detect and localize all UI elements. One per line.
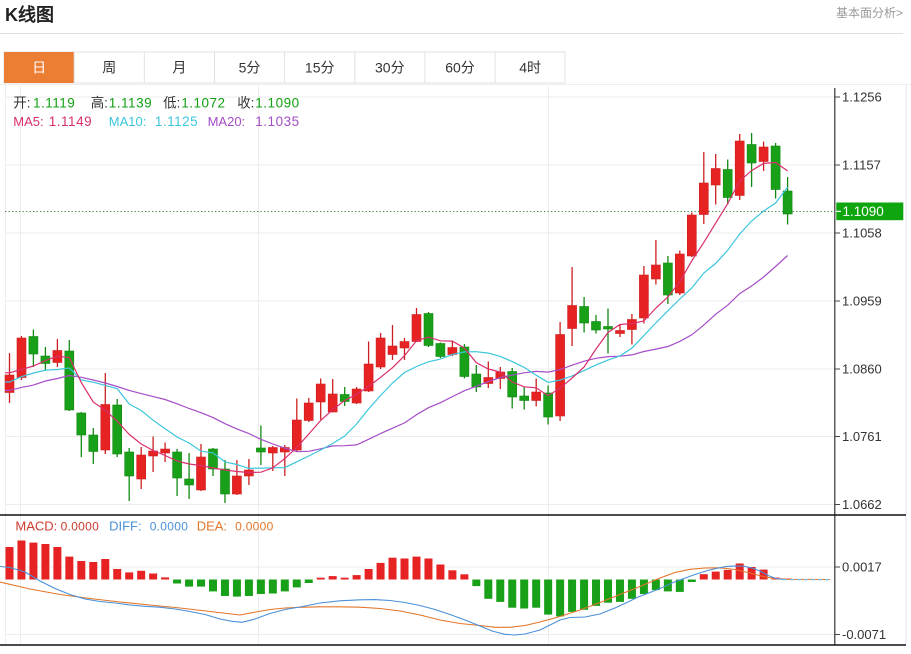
svg-text:1.1035: 1.1035 — [255, 114, 299, 129]
svg-text:MA10:: MA10: — [109, 114, 147, 129]
svg-text:1.0959: 1.0959 — [842, 294, 882, 309]
svg-text:1.0860: 1.0860 — [842, 362, 882, 377]
svg-text:1.1072: 1.1072 — [181, 96, 225, 111]
svg-text:1.1139: 1.1139 — [109, 96, 152, 111]
svg-text:30分: 30分 — [375, 60, 405, 76]
svg-text:0.0000: 0.0000 — [235, 520, 274, 534]
svg-text:1.1256: 1.1256 — [842, 90, 882, 105]
svg-text:0.0017: 0.0017 — [842, 560, 882, 575]
svg-text:15分: 15分 — [305, 60, 335, 76]
svg-text:MA20:: MA20: — [208, 114, 246, 129]
svg-text:1.0761: 1.0761 — [842, 429, 882, 444]
svg-text:1.1149: 1.1149 — [49, 114, 92, 129]
svg-text:K线图: K线图 — [5, 4, 54, 25]
svg-text:DIFF:: DIFF: — [109, 519, 142, 534]
svg-text:1.0662: 1.0662 — [842, 497, 882, 512]
svg-text:1.1125: 1.1125 — [155, 114, 198, 129]
svg-text:-0.0071: -0.0071 — [842, 627, 886, 642]
svg-text:月: 月 — [172, 60, 186, 76]
svg-text:1.1090: 1.1090 — [843, 204, 884, 219]
svg-text:5分: 5分 — [239, 60, 261, 76]
svg-text:低:: 低: — [163, 96, 180, 111]
svg-text:1.1058: 1.1058 — [842, 226, 882, 241]
svg-text:60分: 60分 — [445, 60, 475, 76]
svg-text:DEA:: DEA: — [197, 519, 227, 534]
svg-text:0.0000: 0.0000 — [150, 520, 189, 534]
svg-text:日: 日 — [32, 60, 46, 76]
svg-text:高:: 高: — [91, 95, 108, 111]
svg-text:MA5:: MA5: — [13, 114, 43, 129]
svg-text:开:: 开: — [13, 96, 30, 111]
svg-text:0.0000: 0.0000 — [61, 520, 100, 534]
svg-text:收:: 收: — [237, 96, 254, 111]
svg-text:MACD:: MACD: — [15, 519, 57, 534]
svg-text:1.1090: 1.1090 — [255, 96, 299, 111]
svg-text:基本面分析>: 基本面分析> — [836, 6, 903, 20]
svg-text:1.1157: 1.1157 — [842, 158, 881, 173]
svg-text:4时: 4时 — [519, 60, 541, 76]
svg-text:周: 周 — [102, 60, 116, 76]
svg-text:1.1119: 1.1119 — [33, 96, 75, 111]
